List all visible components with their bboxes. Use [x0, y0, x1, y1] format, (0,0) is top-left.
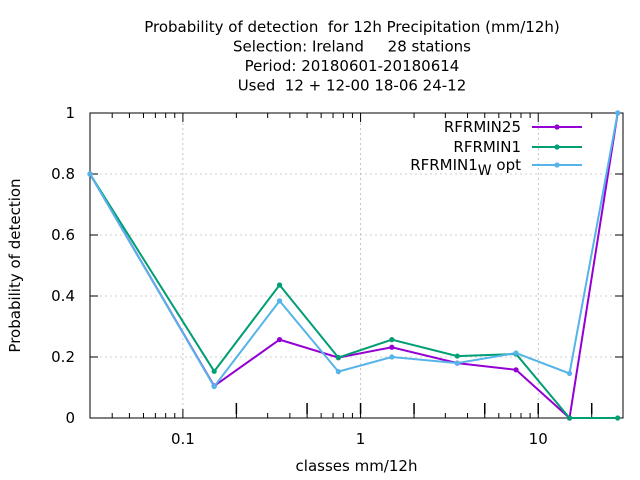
y-tick-label: 0.8: [51, 165, 75, 183]
plot-frame: [89, 112, 624, 419]
x-tick-labels: 0.1 1 10: [171, 430, 548, 448]
data-point: [566, 370, 573, 377]
chart-title-line: Used 12 + 12-00 18-06 24-12: [238, 77, 467, 95]
series-3: [87, 110, 621, 390]
x-tick-label: 0.1: [171, 430, 195, 448]
y-axis-label: Probability of detection: [6, 178, 24, 352]
legend-swatch-marker: [554, 144, 560, 150]
data-point: [615, 110, 621, 116]
data-point: [335, 355, 341, 361]
legend-item: RFRMIN1: [453, 138, 582, 156]
x-tick-label: 1: [356, 430, 366, 448]
data-point: [335, 369, 341, 375]
y-tick-label: 0.2: [51, 348, 75, 366]
data-point: [513, 367, 519, 373]
data-point: [389, 337, 395, 343]
legend-swatch-marker: [554, 162, 560, 168]
legend-item: RFRMIN25: [444, 118, 582, 136]
legend-swatch-marker: [554, 124, 560, 130]
data-point: [211, 383, 217, 390]
chart-title-line: Selection: Ireland 28 stations: [233, 38, 471, 56]
x-axis-label: classes mm/12h: [296, 457, 418, 475]
data-point: [87, 171, 93, 177]
series: [87, 110, 621, 421]
y-tick-labels: 0 0.2 0.4 0.6 0.8 1: [51, 104, 75, 427]
data-point: [276, 298, 283, 304]
y-tick-label: 0.4: [51, 287, 75, 305]
data-point: [276, 337, 283, 343]
data-point: [389, 354, 395, 360]
data-point: [276, 282, 283, 288]
chart-title-line: Probability of detection for 12h Precipi…: [144, 18, 560, 36]
data-point: [566, 415, 573, 421]
legend-label: RFRMIN1W opt: [410, 156, 521, 179]
y-tick-label: 1: [65, 104, 75, 122]
legend-label: RFRMIN1: [453, 138, 521, 156]
data-point: [389, 344, 395, 350]
x-tick-label: 10: [529, 430, 548, 448]
data-point: [211, 368, 217, 374]
series-line: [89, 173, 618, 419]
y-tick-label: 0: [65, 409, 75, 427]
data-point: [615, 415, 621, 421]
chart-title-line: Period: 20180601-20180614: [245, 57, 460, 75]
legend-label: RFRMIN25: [444, 118, 521, 136]
data-point: [454, 360, 460, 366]
series-1: [87, 110, 621, 421]
y-tick-label: 0.6: [51, 226, 75, 244]
grid: [90, 113, 623, 418]
data-point: [513, 350, 519, 356]
chart-title: Probability of detection for 12h Precipi…: [144, 18, 560, 95]
legend-item: RFRMIN1W opt: [410, 156, 582, 179]
axis-ticks: [89, 112, 624, 419]
data-point: [454, 353, 460, 359]
